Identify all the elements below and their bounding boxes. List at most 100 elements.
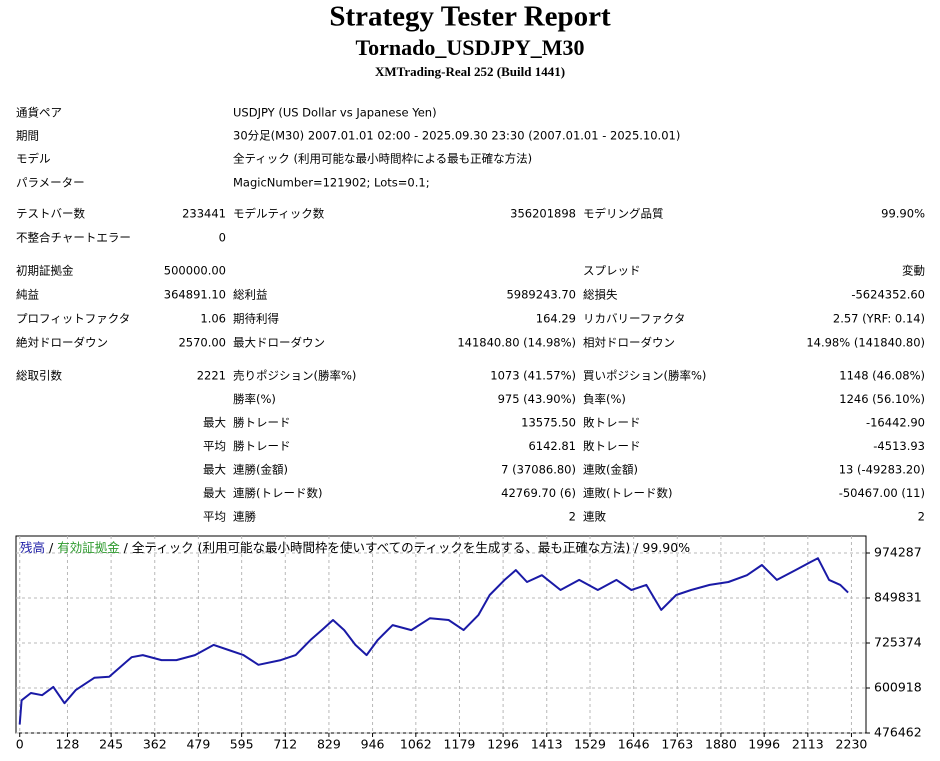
stat-value: -16442.90: [866, 416, 925, 430]
info-value: MagicNumber=121902; Lots=0.1;: [233, 176, 430, 190]
stat-value: 平均: [203, 439, 226, 453]
stat-label: 連勝(金額): [233, 463, 288, 477]
stat-value: 5989243.70: [506, 288, 576, 302]
x-tick-label: 2230: [836, 737, 868, 752]
stat-label: 不整合チャートエラー: [16, 231, 131, 245]
stat-label: 相対ドローダウン: [583, 336, 675, 350]
server-name: XMTrading-Real 252 (Build 1441): [375, 64, 565, 79]
legend-item: 残高: [20, 540, 45, 555]
legend-separator: /: [120, 540, 132, 555]
x-tick-label: 0: [16, 737, 24, 752]
x-tick-label: 128: [56, 737, 80, 752]
stat-value: 99.90%: [881, 207, 925, 221]
stat-value: 14.98% (141840.80): [806, 336, 925, 350]
stat-label: 期待利得: [233, 312, 279, 326]
stat-value: 2.57 (YRF: 0.14): [833, 312, 925, 326]
stat-label: 買いポジション(勝率%): [583, 369, 706, 383]
stat-label: モデルティック数: [233, 207, 325, 221]
stat-value: 2: [918, 510, 925, 524]
legend-separator: /: [45, 540, 57, 555]
stat-value: 13 (-49283.20): [839, 463, 925, 477]
x-tick-label: 595: [230, 737, 254, 752]
stat-label: 初期証拠金: [16, 264, 74, 278]
x-tick-label: 1880: [705, 737, 737, 752]
stat-label: プロフィットファクタ: [16, 312, 130, 326]
stat-value: -4513.93: [873, 439, 925, 453]
x-tick-label: 1996: [748, 737, 780, 752]
stat-value: -50467.00 (11): [839, 486, 925, 500]
chart-legend: 残高 / 有効証拠金 / 全ティック (利用可能な最小時間枠を使いすべてのティッ…: [20, 540, 690, 555]
stat-label: 連勝: [233, 510, 256, 524]
stat-label: モデリング品質: [583, 207, 664, 221]
report-subtitle: Tornado_USDJPY_M30: [356, 35, 585, 60]
stat-value: 2221: [197, 369, 226, 383]
stat-value: 141840.80 (14.98%): [457, 336, 576, 350]
stat-label: 負率(%): [583, 392, 626, 406]
stat-value: 975 (43.90%): [498, 392, 576, 406]
stat-label: 勝トレード: [233, 439, 291, 453]
stat-value: 最大: [203, 486, 226, 500]
balance-line: [18, 557, 849, 725]
stat-label: 敗トレード: [583, 439, 641, 453]
x-tick-label: 946: [361, 737, 385, 752]
info-label: 通貨ペア: [16, 106, 62, 120]
stat-value: 42769.70 (6): [501, 486, 576, 500]
x-tick-label: 245: [99, 737, 123, 752]
stat-label: スプレッド: [583, 264, 641, 278]
stat-value: 13575.50: [521, 416, 576, 430]
stat-label: 最大ドローダウン: [233, 336, 325, 350]
x-tick-label: 1529: [574, 737, 606, 752]
stat-value: 2570.00: [178, 336, 226, 350]
x-tick-label: 2113: [792, 737, 824, 752]
info-value: 30分足(M30) 2007.01.01 02:00 - 2025.09.30 …: [233, 129, 680, 143]
y-tick-label: 600918: [874, 679, 922, 694]
y-tick-label: 849831: [874, 589, 922, 604]
stat-value: 1246 (56.10%): [839, 392, 925, 406]
stat-label: テストバー数: [16, 207, 85, 221]
stat-value: 最大: [203, 416, 226, 430]
stat-label: 純益: [16, 288, 39, 302]
stat-value: 1073 (41.57%): [490, 369, 576, 383]
info-label: モデル: [16, 152, 51, 166]
legend-item: 99.90%: [642, 540, 690, 555]
stat-label: 絶対ドローダウン: [16, 336, 108, 350]
x-tick-label: 362: [143, 737, 167, 752]
chart-frame: [15, 535, 867, 734]
stat-label: 勝率(%): [233, 392, 276, 406]
stat-value: 0: [219, 231, 226, 245]
stat-value: 1.06: [200, 312, 226, 326]
x-tick-label: 712: [273, 737, 297, 752]
stat-label: 勝トレード: [233, 416, 291, 430]
stat-label: 総損失: [583, 288, 618, 302]
stat-value: 変動: [902, 264, 925, 278]
legend-item: 有効証拠金: [57, 540, 120, 555]
report-title: Strategy Tester Report: [329, 1, 611, 33]
stat-value: 500000.00: [164, 264, 226, 278]
legend-item: 全ティック (利用可能な最小時間枠を使いすべてのティックを生成する、最も正確な方…: [132, 540, 630, 555]
stat-label: 敗トレード: [583, 416, 641, 430]
stat-value: 164.29: [536, 312, 576, 326]
stat-label: 連勝(トレード数): [233, 486, 322, 500]
stat-value: -5624352.60: [851, 288, 925, 302]
x-tick-label: 829: [317, 737, 341, 752]
stat-value: 364891.10: [164, 288, 226, 302]
info-value: 全ティック (利用可能な最小時間枠による最も正確な方法): [233, 152, 532, 166]
stat-label: 連敗: [583, 510, 606, 524]
stat-value: 平均: [203, 510, 226, 524]
stat-label: 連敗(金額): [583, 463, 638, 477]
info-value: USDJPY (US Dollar vs Japanese Yen): [233, 106, 437, 120]
stat-value: 2: [569, 510, 576, 524]
stat-label: リカバリーファクタ: [583, 312, 685, 326]
stat-value: 1148 (46.08%): [839, 369, 925, 383]
stat-value: 6142.81: [528, 439, 576, 453]
x-tick-label: 1646: [618, 737, 650, 752]
y-tick-label: 974287: [874, 544, 922, 559]
stat-value: 356201898: [510, 207, 576, 221]
x-tick-label: 1413: [531, 737, 563, 752]
x-tick-label: 479: [186, 737, 210, 752]
x-tick-label: 1062: [400, 737, 432, 752]
y-tick-label: 476462: [874, 725, 922, 740]
legend-separator: /: [630, 540, 642, 555]
